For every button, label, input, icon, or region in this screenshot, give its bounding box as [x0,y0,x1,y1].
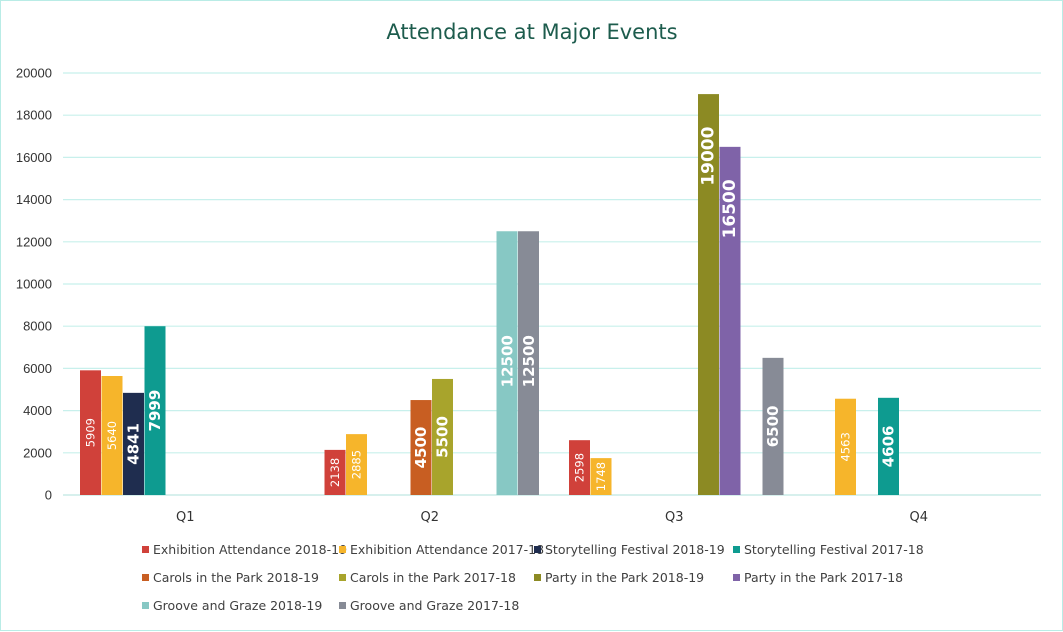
x-tick-label: Q3 [665,510,684,525]
legend-label: Storytelling Festival 2018-19 [545,542,725,557]
y-tick-label: 6000 [23,361,52,376]
y-tick-label: 4000 [23,403,52,418]
data-label: 4563 [839,432,853,461]
bar [432,378,453,495]
data-label: 16500 [720,179,740,238]
legend-swatch [733,546,740,553]
bar [698,94,719,495]
bar [80,370,101,495]
legend-label: Party in the Park 2017-18 [744,570,903,585]
bar [590,458,612,495]
bar [144,326,166,495]
data-label: 2885 [350,450,364,479]
legend-label: Carols in the Park 2018-19 [153,570,319,585]
x-axis: Q1 Q2 Q3 Q4 [176,510,928,525]
data-label: 1748 [594,462,608,491]
y-tick-label: 12000 [16,234,52,249]
legend-label: Groove and Graze 2017-18 [350,598,519,613]
bar [324,449,346,495]
legend-label: Party in the Park 2018-19 [545,570,704,585]
bar [496,231,518,495]
data-label: 6500 [764,406,782,448]
bar [101,375,123,495]
data-label: 2138 [328,458,342,487]
y-tick-label: 16000 [16,150,52,165]
bar [123,392,144,495]
y-tick-label: 14000 [16,192,52,207]
bar [410,400,432,495]
data-label: 12500 [498,335,516,387]
gridlines [63,72,1041,496]
legend-label: Storytelling Festival 2017-18 [744,542,924,557]
y-tick-label: 8000 [23,319,52,334]
bar [569,440,590,495]
x-tick-label: Q4 [909,510,928,525]
data-label: 4606 [880,426,898,468]
legend-swatch [733,574,740,581]
legend-swatch [142,602,149,609]
y-axis: 0 2000 4000 6000 8000 10000 12000 14000 16000 180… [16,66,52,503]
y-tick-label: 18000 [16,108,52,123]
data-label: 7999 [146,390,164,432]
data-label: 12500 [520,335,538,387]
data-label: 4500 [412,427,430,469]
data-label: 19000 [699,126,719,185]
legend-label: Exhibition Attendance 2017-18 [350,542,544,557]
y-tick-label: 20000 [16,66,52,81]
x-tick-label: Q1 [176,510,195,525]
bar [835,398,856,495]
legend-swatch [339,574,346,581]
bar [518,231,539,495]
bars [80,94,899,495]
bar [719,146,741,495]
bar [346,434,367,495]
legend-label: Exhibition Attendance 2018-19 [153,542,347,557]
data-label: 5500 [434,416,452,458]
y-tick-label: 2000 [23,445,52,460]
y-tick-label: 0 [45,488,52,503]
legend-swatch [339,546,346,553]
data-label: 2598 [573,453,587,482]
chart-title: Attendance at Major Events [386,20,677,44]
legend-swatch [534,546,541,553]
bar [762,357,784,495]
bar [878,397,899,495]
legend: Exhibition Attendance 2018-19 Exhibition … [142,542,924,613]
y-tick-label: 10000 [16,277,52,292]
legend-label: Groove and Graze 2018-19 [153,598,322,613]
data-label: 5640 [105,421,119,450]
x-tick-label: Q2 [420,510,439,525]
legend-swatch [142,546,149,553]
legend-swatch [339,602,346,609]
legend-swatch [534,574,541,581]
data-label: 4841 [125,423,143,465]
legend-label: Carols in the Park 2017-18 [350,570,516,585]
legend-swatch [142,574,149,581]
data-label: 5909 [84,418,98,447]
